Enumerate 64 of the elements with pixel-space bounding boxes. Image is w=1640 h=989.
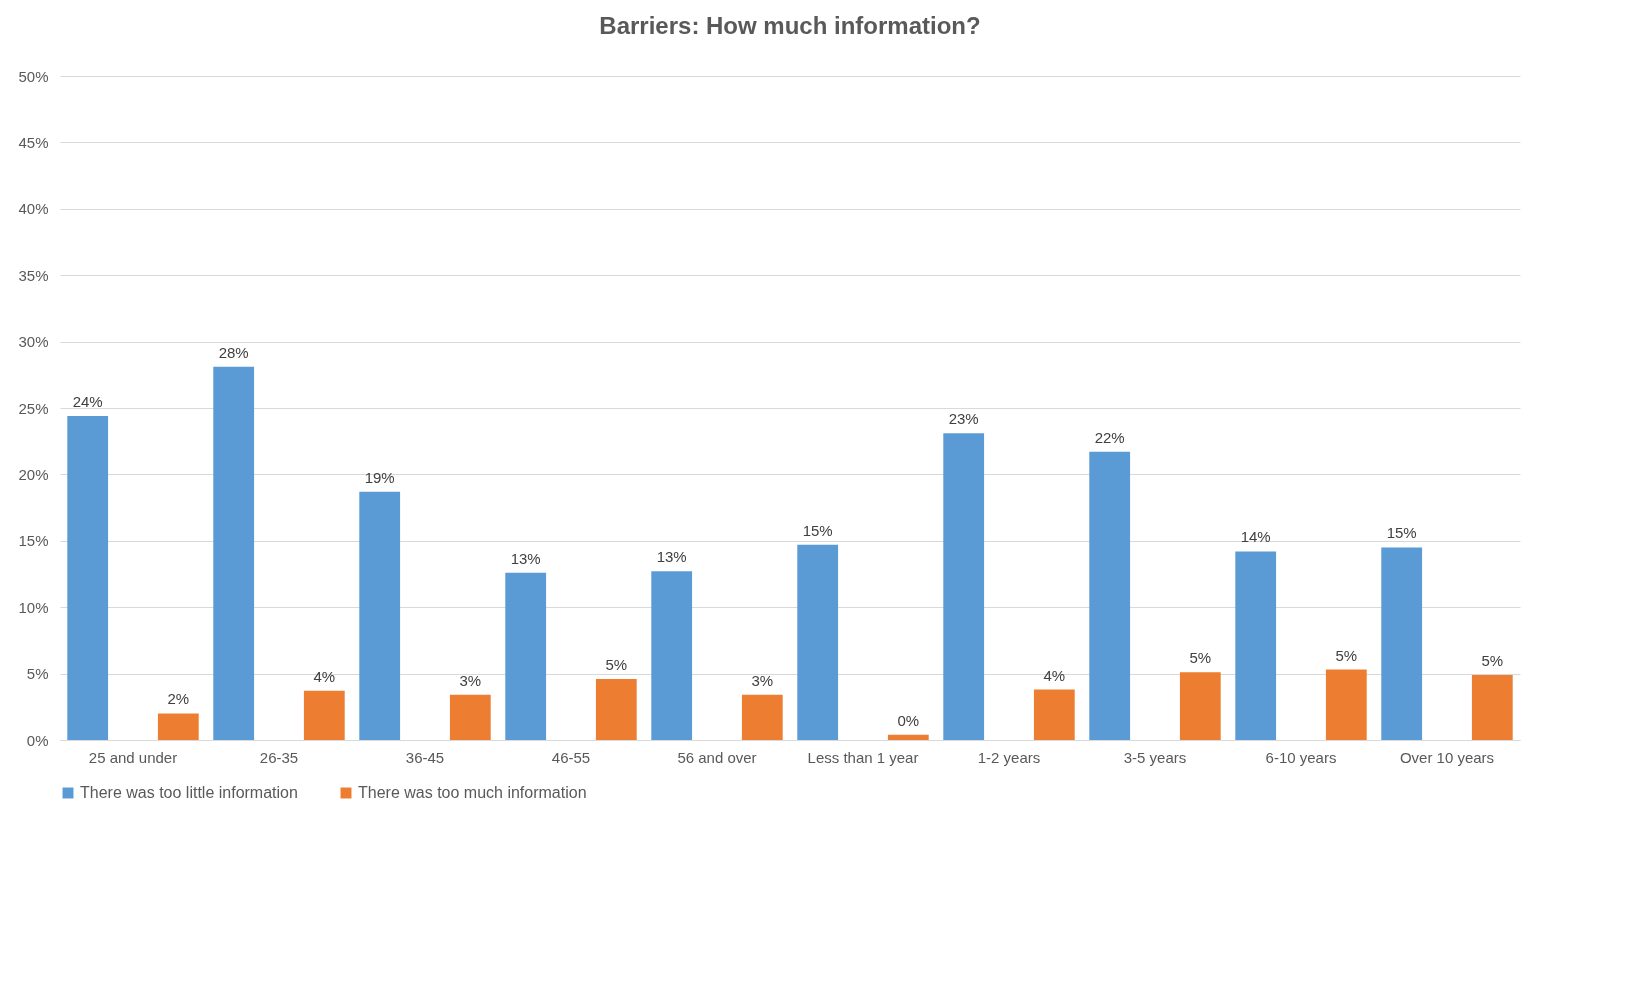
- bar: [505, 572, 547, 740]
- bar: [797, 544, 839, 740]
- y-tick-label: 45%: [18, 133, 49, 151]
- bar: [1089, 451, 1131, 740]
- x-tick-label: 6-10 years: [1265, 748, 1337, 766]
- chart-title: Barriers: How much information?: [599, 12, 981, 39]
- x-tick-label: 36-45: [405, 748, 445, 766]
- y-tick-label: 35%: [18, 266, 49, 284]
- x-tick-label: 25 and under: [88, 748, 178, 766]
- y-tick-label: 5%: [26, 665, 49, 683]
- data-label: 22%: [1094, 428, 1125, 446]
- data-label: 14%: [1240, 528, 1271, 546]
- y-tick-label: 0%: [26, 731, 49, 749]
- data-label: 15%: [802, 521, 833, 539]
- data-label: 4%: [1043, 666, 1066, 684]
- data-label: 5%: [1189, 649, 1212, 667]
- data-label: 2%: [167, 690, 190, 708]
- y-tick-label: 20%: [18, 465, 49, 483]
- y-tick-label: 40%: [18, 200, 49, 218]
- y-tick-label: 15%: [18, 532, 49, 550]
- data-label: 4%: [313, 667, 336, 685]
- legend-label: There was too little information: [80, 784, 298, 801]
- bar: [303, 690, 345, 740]
- data-label: 3%: [751, 671, 774, 689]
- data-label: 0%: [897, 711, 920, 729]
- y-tick-label: 30%: [18, 333, 49, 351]
- data-label: 24%: [72, 392, 103, 410]
- bar: [449, 694, 491, 740]
- bar: [359, 491, 401, 740]
- data-label: 19%: [364, 468, 395, 486]
- data-label: 5%: [605, 655, 628, 673]
- legend-label: There was too much information: [358, 784, 587, 801]
- bar: [1381, 547, 1423, 740]
- y-tick-label: 25%: [18, 399, 49, 417]
- bar: [1179, 672, 1221, 740]
- bar: [1033, 689, 1075, 740]
- bar: [943, 433, 985, 740]
- x-tick-label: 26-35: [259, 748, 299, 766]
- data-label: 3%: [459, 671, 482, 689]
- bar: [1325, 669, 1367, 740]
- x-tick-label: 46-55: [551, 748, 591, 766]
- data-label: 5%: [1481, 651, 1504, 669]
- bar: [157, 713, 199, 740]
- x-tick-label: 3-5 years: [1123, 748, 1187, 766]
- data-label: 5%: [1335, 646, 1358, 664]
- data-label: 13%: [510, 549, 541, 567]
- x-tick-label: Less than 1 year: [807, 748, 919, 766]
- bar: [887, 734, 929, 740]
- data-label: 28%: [218, 343, 249, 361]
- data-label: 23%: [948, 410, 979, 428]
- bar: [1471, 674, 1513, 740]
- bar: [741, 694, 783, 740]
- x-tick-label: Over 10 years: [1399, 748, 1495, 766]
- bar: [213, 366, 255, 740]
- bar: [1235, 551, 1277, 740]
- data-label: 15%: [1386, 524, 1417, 542]
- x-tick-label: 1-2 years: [977, 748, 1041, 766]
- y-tick-label: 50%: [18, 67, 49, 85]
- y-tick-label: 10%: [18, 598, 49, 616]
- bar: [651, 571, 693, 740]
- bar: [595, 678, 637, 740]
- bar: [67, 415, 109, 740]
- x-tick-label: 56 and over: [677, 748, 757, 766]
- data-label: 13%: [656, 548, 687, 566]
